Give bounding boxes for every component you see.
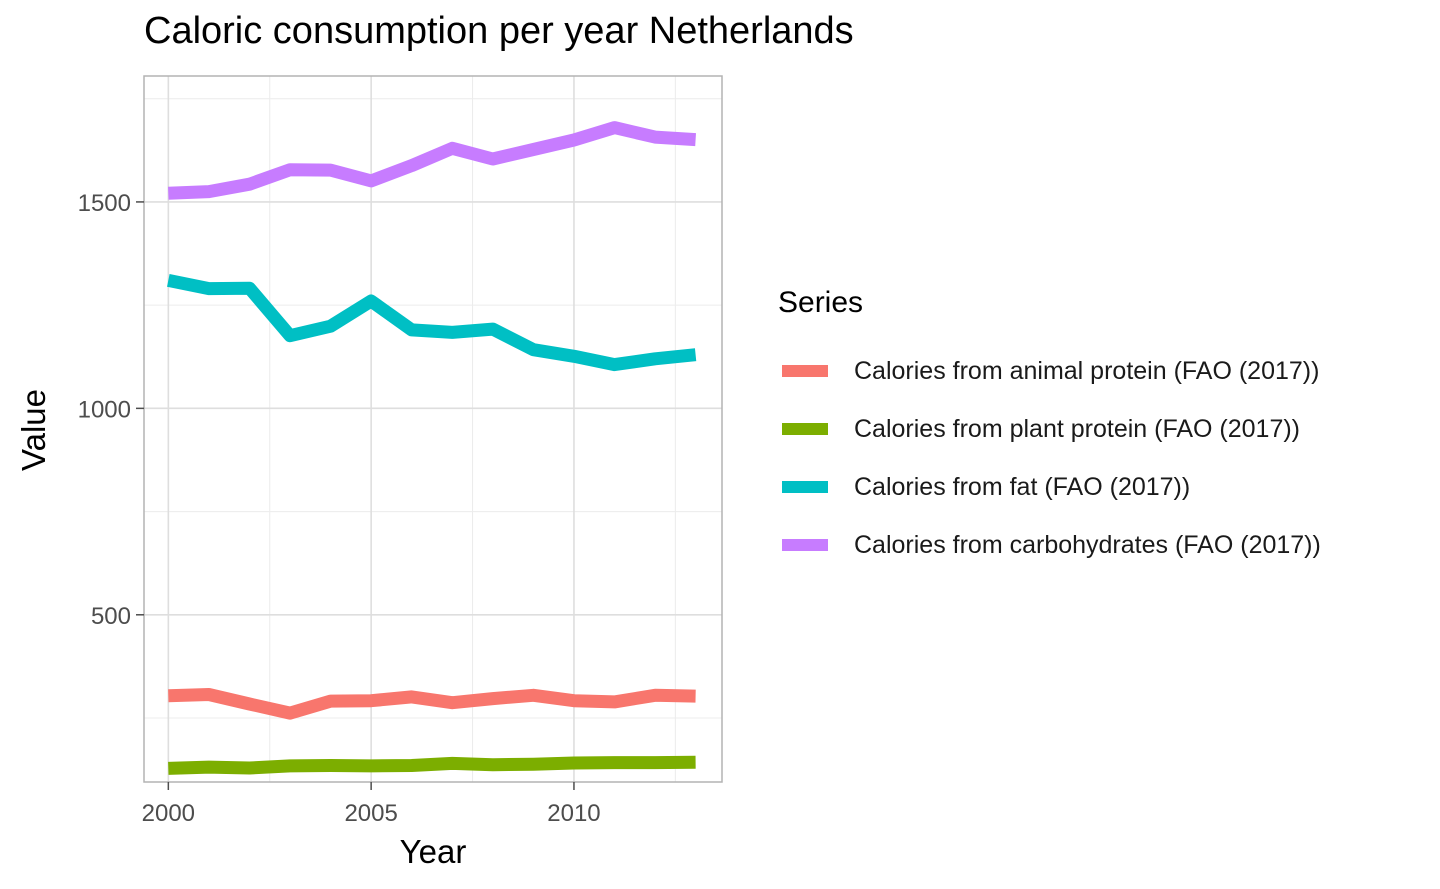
series-line-fat bbox=[167, 274, 697, 372]
x-axis-label: Year bbox=[400, 833, 467, 870]
legend-title: Series bbox=[778, 286, 864, 319]
y-axis-label: Value bbox=[15, 389, 52, 471]
minor-gridlines bbox=[144, 76, 722, 782]
y-tick-label: 500 bbox=[91, 603, 131, 630]
legend-key-carbohydrates bbox=[782, 539, 828, 551]
panel-border bbox=[143, 75, 723, 783]
x-tick-label: 2005 bbox=[344, 800, 397, 827]
legend-key-plant-protein bbox=[782, 423, 828, 435]
legend-item-carbohydrates: Calories from carbohydrates (FAO (2017)) bbox=[778, 516, 1321, 574]
legend-item-plant-protein: Calories from plant protein (FAO (2017)) bbox=[778, 400, 1321, 458]
legend-key-animal-protein bbox=[782, 365, 828, 377]
series-line-carbohydrates bbox=[168, 121, 697, 200]
axis-ticks bbox=[136, 201, 575, 790]
series-line-plant-protein bbox=[168, 755, 696, 775]
legend-label: Calories from animal protein (FAO (2017)… bbox=[854, 356, 1320, 385]
chart-title: Caloric consumption per year Netherlands bbox=[144, 10, 854, 52]
legend-item-animal-protein: Calories from animal protein (FAO (2017)… bbox=[778, 342, 1321, 400]
legend-label: Calories from fat (FAO (2017)) bbox=[854, 472, 1191, 501]
x-tick-label: 2010 bbox=[547, 800, 600, 827]
legend-key-fat bbox=[782, 481, 828, 493]
y-tick-label: 1500 bbox=[78, 190, 131, 217]
y-tick-label: 1000 bbox=[78, 396, 131, 423]
axis-tick-labels: 2000 2005 2010 500 1000 1500 bbox=[78, 190, 601, 827]
legend: Series Calories from animal protein (FAO… bbox=[778, 286, 1321, 574]
x-tick-label: 2000 bbox=[142, 800, 195, 827]
legend-item-fat: Calories from fat (FAO (2017)) bbox=[778, 458, 1321, 516]
legend-label: Calories from carbohydrates (FAO (2017)) bbox=[854, 530, 1321, 559]
series-line-animal-protein bbox=[168, 688, 696, 720]
series-lines bbox=[167, 121, 697, 775]
legend-label: Calories from plant protein (FAO (2017)) bbox=[854, 414, 1301, 443]
